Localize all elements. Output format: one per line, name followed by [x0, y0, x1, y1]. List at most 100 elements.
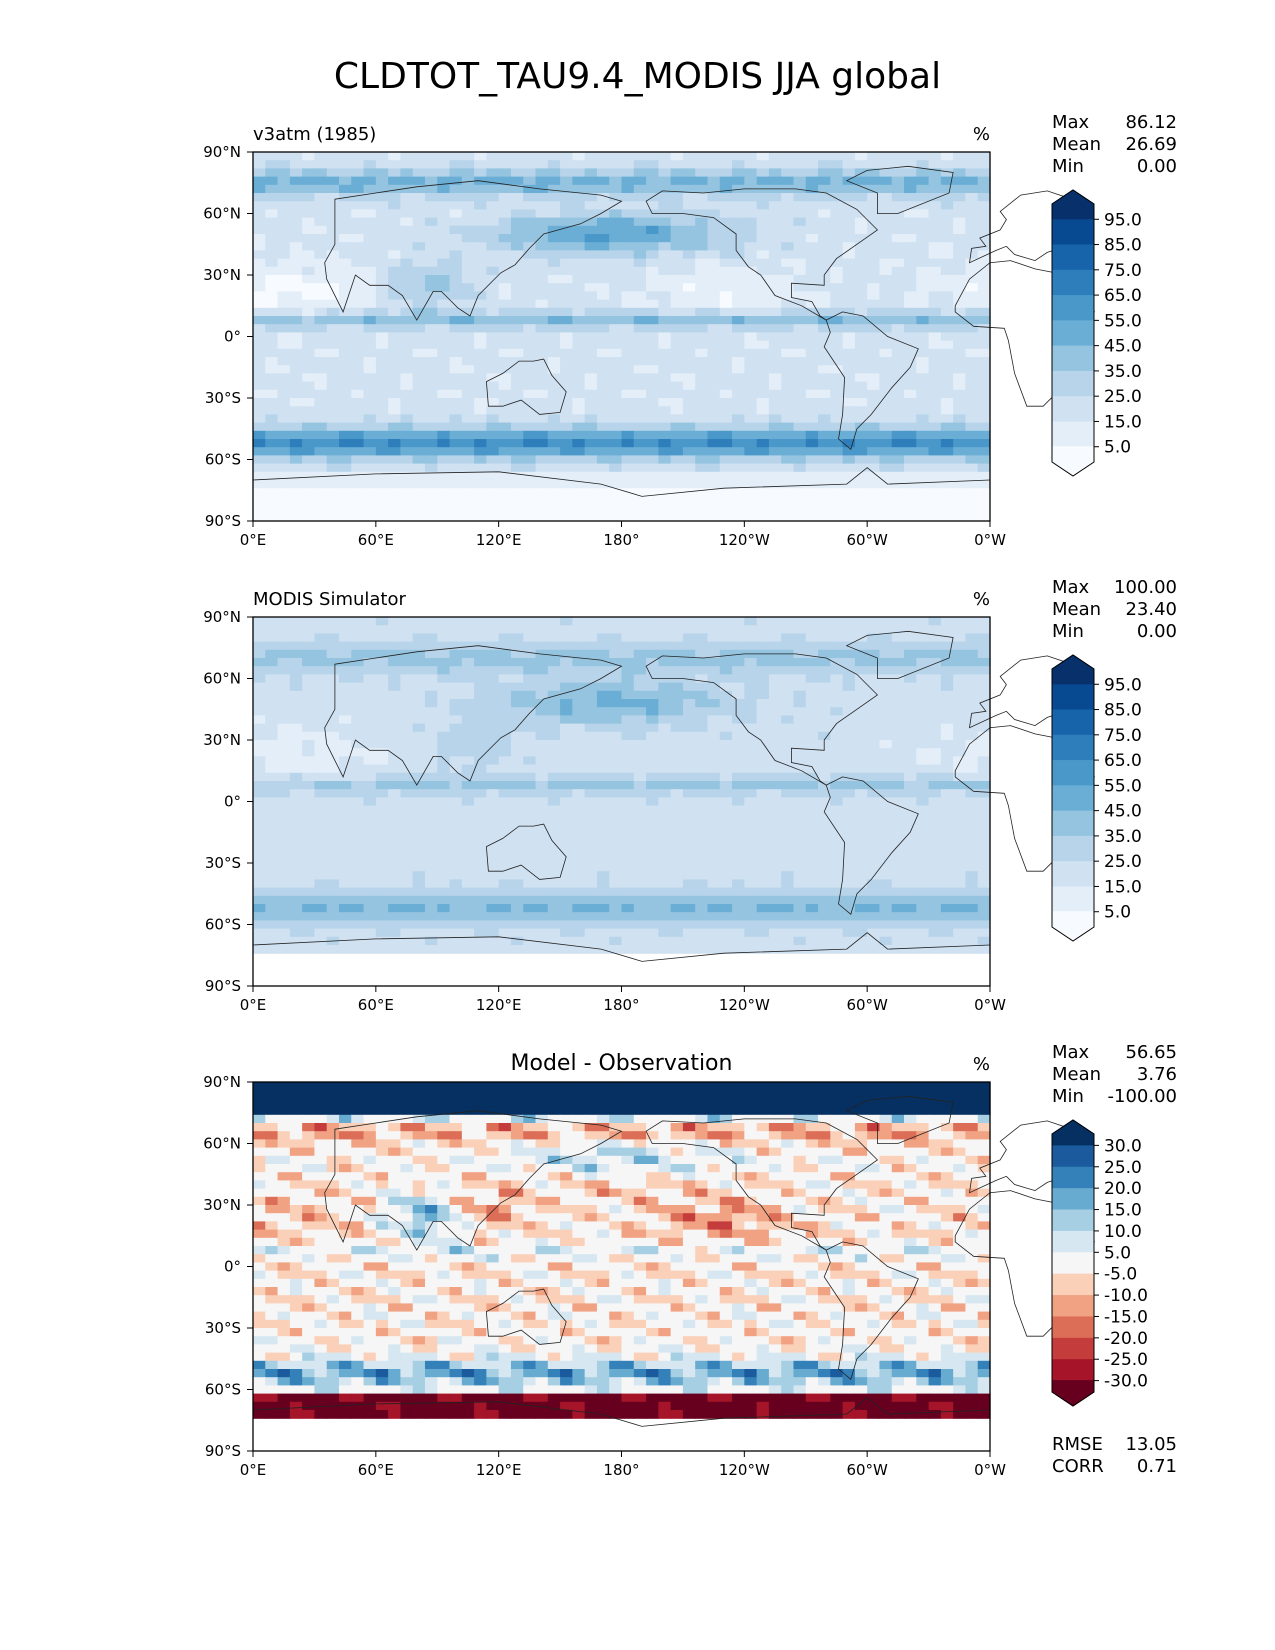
field-cell	[621, 756, 635, 766]
field-cell	[572, 830, 586, 839]
field-cell	[965, 455, 979, 465]
field-cell	[388, 764, 401, 774]
field-cell	[670, 707, 684, 716]
field-cell	[916, 649, 930, 659]
field-cell	[584, 307, 598, 317]
field-cell	[277, 658, 291, 667]
field-cell	[314, 258, 328, 268]
field-cell	[412, 488, 426, 497]
field-cell	[756, 863, 770, 872]
field-cell	[486, 723, 500, 733]
field-cell	[953, 234, 967, 243]
field-cell	[904, 658, 917, 667]
field-cell	[498, 193, 512, 202]
field-cell	[842, 904, 856, 913]
field-cell	[547, 258, 561, 268]
field-cell	[891, 756, 905, 766]
field-cell	[805, 699, 819, 708]
field-cell	[547, 398, 561, 407]
field-cell	[781, 822, 795, 831]
field-cell	[682, 176, 696, 186]
field-cell	[302, 398, 316, 407]
field-cell	[842, 373, 856, 383]
field-cell	[818, 430, 831, 440]
field-cell	[523, 674, 537, 684]
field-cell	[449, 160, 463, 169]
field-cell	[437, 740, 451, 749]
field-cell	[277, 455, 291, 465]
field-cell	[744, 641, 758, 651]
field-cell	[572, 756, 586, 766]
field-cell	[756, 871, 770, 880]
field-cell	[793, 324, 807, 333]
field-cell	[830, 854, 844, 864]
field-cell	[547, 895, 561, 905]
field-cell	[867, 674, 881, 684]
field-cell	[621, 225, 635, 235]
field-cell	[916, 690, 930, 700]
field-cell	[904, 283, 917, 292]
field-cell	[277, 439, 291, 448]
field-cell	[388, 217, 401, 227]
field-cell	[867, 258, 881, 268]
field-cell	[572, 324, 586, 333]
field-cell	[793, 291, 807, 301]
field-cell	[781, 740, 795, 749]
field-cell	[744, 756, 758, 766]
field-cell	[596, 184, 610, 194]
field-cell	[658, 805, 672, 815]
field-cell	[719, 471, 733, 481]
field-cell	[707, 641, 721, 651]
field-cell	[646, 406, 659, 415]
field-cell	[928, 813, 942, 823]
field-cell	[818, 496, 831, 506]
field-cell	[560, 846, 573, 856]
field-cell	[891, 275, 905, 284]
field-cell	[596, 250, 610, 260]
field-cell	[461, 863, 475, 872]
field-cell	[388, 682, 401, 692]
field-cell	[904, 340, 917, 350]
field-cell	[732, 365, 745, 374]
field-cell	[707, 184, 721, 194]
field-cell	[510, 463, 524, 473]
field-cell	[670, 699, 684, 708]
field-cell	[474, 756, 487, 766]
field-cell	[351, 414, 365, 424]
field-cell	[670, 838, 684, 848]
field-cell	[646, 797, 659, 807]
field-cell	[289, 731, 303, 741]
field-cell	[326, 649, 340, 659]
field-cell	[449, 168, 463, 178]
field-cell	[351, 830, 365, 839]
field-cell	[277, 854, 291, 864]
field-cell	[682, 447, 696, 456]
field-cell	[326, 805, 340, 815]
field-cell	[277, 324, 291, 333]
field-cell	[412, 731, 426, 741]
field-cell	[351, 756, 365, 766]
field-cell	[289, 234, 303, 243]
field-cell	[412, 879, 426, 889]
field-cell	[953, 723, 967, 733]
field-cell	[510, 225, 524, 235]
field-cell	[498, 242, 512, 251]
field-cell	[314, 250, 328, 260]
field-cell	[744, 324, 758, 333]
field-cell	[400, 266, 414, 276]
field-cell	[707, 258, 721, 268]
field-cell	[400, 813, 414, 823]
field-cell	[449, 723, 463, 733]
field-cell	[486, 740, 500, 749]
field-cell	[732, 258, 745, 268]
field-cell	[977, 266, 991, 276]
field-cell	[682, 242, 696, 251]
field-cell	[265, 789, 279, 798]
field-cell	[682, 797, 696, 807]
field-cell	[253, 439, 266, 448]
field-cell	[781, 160, 795, 169]
field-cell	[842, 764, 856, 774]
field-cell	[474, 797, 487, 807]
field-cell	[388, 266, 401, 276]
field-cell	[891, 324, 905, 333]
